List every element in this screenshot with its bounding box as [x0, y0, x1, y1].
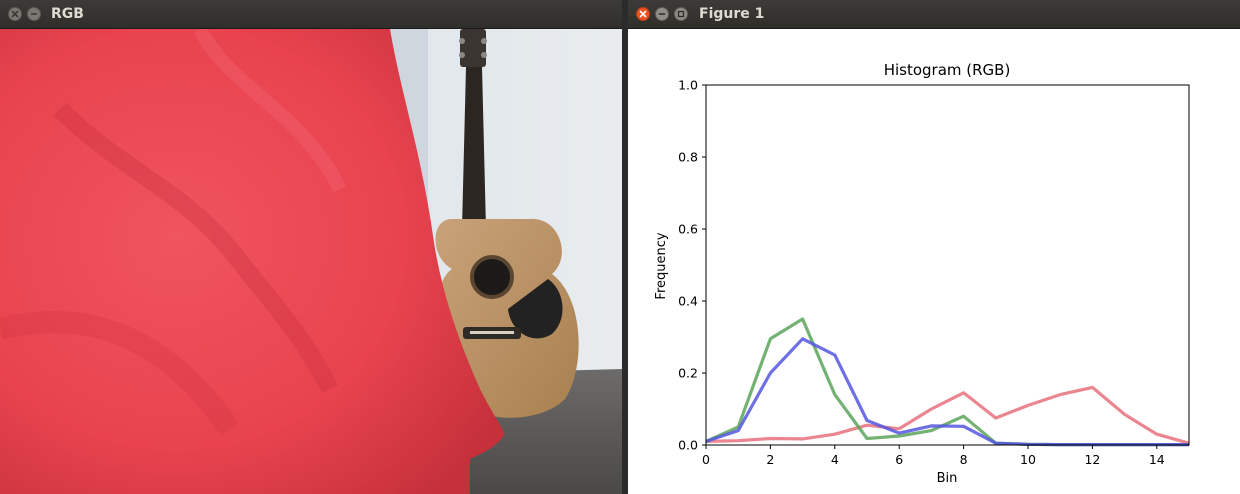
figure-window-titlebar[interactable]: Figure 1 — [628, 0, 1240, 29]
rgb-window-titlebar[interactable]: RGB — [0, 0, 622, 29]
camera-feed — [0, 29, 622, 494]
close-icon — [637, 8, 649, 20]
y-tick-label: 0.8 — [678, 150, 698, 165]
minimize-icon — [28, 8, 40, 20]
x-axis-label: Bin — [937, 471, 958, 486]
close-button[interactable] — [636, 7, 650, 21]
y-axis-label: Frequency — [654, 232, 669, 299]
minimize-icon — [656, 8, 668, 20]
figure-window: Figure 1 Histogram (RGB) Bin Frequency 0… — [628, 0, 1240, 494]
maximize-icon — [675, 8, 687, 20]
y-tick-label: 0.6 — [678, 222, 698, 237]
close-icon — [9, 8, 21, 20]
x-tick-label: 6 — [895, 452, 903, 467]
window-title: Figure 1 — [699, 6, 764, 22]
x-tick-label: 14 — [1149, 452, 1165, 467]
minimize-button[interactable] — [27, 7, 41, 21]
y-tick-label: 0.4 — [678, 294, 698, 309]
x-tick-label: 4 — [831, 452, 839, 467]
maximize-button[interactable] — [674, 7, 688, 21]
y-tick-label: 1.0 — [678, 78, 698, 93]
window-title: RGB — [51, 6, 84, 22]
rgb-window: RGB — [0, 0, 622, 494]
x-tick-label: 12 — [1084, 452, 1100, 467]
close-button[interactable] — [8, 7, 22, 21]
x-tick-label: 10 — [1020, 452, 1036, 467]
plot-area: Histogram (RGB) Bin Frequency 0 2 4 6 8 10 12 1… — [628, 29, 1240, 494]
x-tick-label: 8 — [960, 452, 968, 467]
x-tick-label: 2 — [766, 452, 774, 467]
y-tick-label: 0.0 — [678, 438, 698, 453]
axes-frame — [706, 85, 1189, 445]
chart-title: Histogram (RGB) — [884, 61, 1011, 79]
x-tick-label: 0 — [702, 452, 710, 467]
minimize-button[interactable] — [655, 7, 669, 21]
histogram-chart: Histogram (RGB) Bin Frequency 0 2 4 6 8 10 12 1… — [628, 29, 1240, 494]
y-tick-label: 0.2 — [678, 366, 698, 381]
series-line-blue — [706, 339, 1189, 445]
series-line-red — [706, 387, 1189, 443]
